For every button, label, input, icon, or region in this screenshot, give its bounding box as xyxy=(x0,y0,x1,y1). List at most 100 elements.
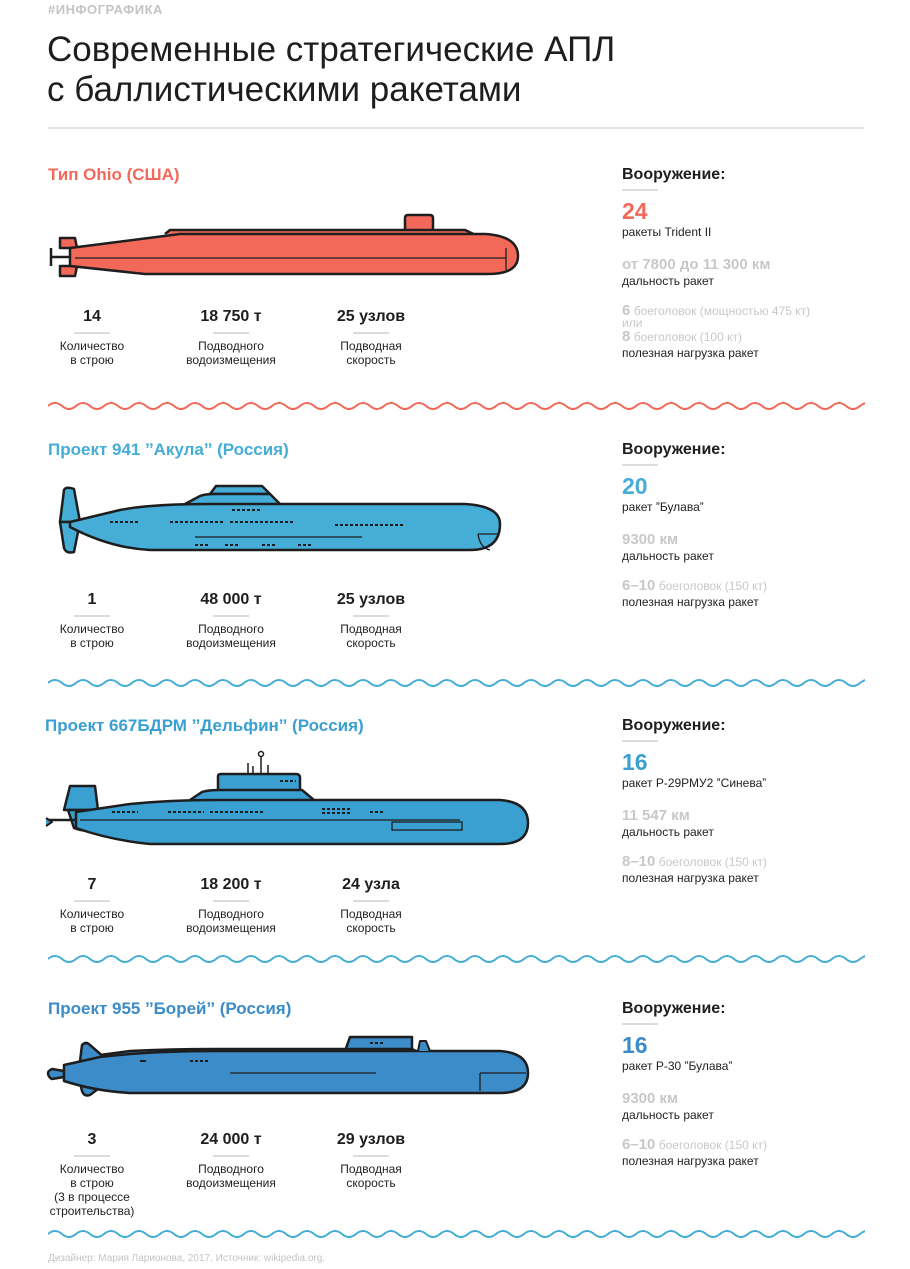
stat-displacement: 18 750 т Подводного водоизмещения xyxy=(171,307,291,367)
warheads: 6–10 боеголовок (150 кт) xyxy=(622,577,862,594)
stat-divider xyxy=(213,900,249,902)
armament-panel: Вооружение: 16 ракет Р-29РМУ2 ˮСиневаˮ 1… xyxy=(622,716,862,886)
stat-in-service: 7 Количество в строю xyxy=(32,875,152,935)
credit-line: Дизайнер: Мария Ларионова, 2017. Источни… xyxy=(48,1253,326,1264)
armament-panel: Вооружение: 20 ракет ˮБулаваˮ 9300 км да… xyxy=(622,440,862,610)
stat-in-service: 14 Количество в строю xyxy=(32,307,152,367)
title-line-1: Современные стратегические АПЛ xyxy=(47,30,616,69)
stat-divider xyxy=(353,900,389,902)
armament-divider xyxy=(622,740,658,742)
submarine-name: Проект 667БДРМ ˮДельфинˮ (Россия) xyxy=(45,716,364,735)
stat-label: Подводного водоизмещения xyxy=(186,339,276,367)
warheads-text: боеголовок (150 кт) xyxy=(658,1138,767,1152)
missile-range: 9300 км xyxy=(622,531,679,548)
stat-divider xyxy=(353,332,389,334)
stat-displacement: 48 000 т Подводного водоизмещения xyxy=(171,590,291,650)
payload-label: полезная нагрузка ракет xyxy=(622,595,759,609)
page-title: Современные стратегические АПЛ с баллист… xyxy=(47,30,615,110)
warheads-number: 6 xyxy=(622,302,631,319)
akula-submarine-icon xyxy=(58,484,502,554)
stat-value: 1 xyxy=(87,591,97,608)
wave-divider xyxy=(48,402,865,410)
armament-panel: Вооружение: 24 ракеты Trident II от 7800… xyxy=(622,165,862,361)
missile-count: 16 xyxy=(622,1032,648,1058)
stat-speed: 25 узлов Подводная скорость xyxy=(311,307,431,367)
armament-divider xyxy=(622,189,658,191)
armament-divider xyxy=(622,464,658,466)
stat-divider xyxy=(353,1155,389,1157)
warheads-text: боеголовок (150 кт) xyxy=(658,579,767,593)
stat-value: 3 xyxy=(87,1131,97,1148)
warheads: 6–10 боеголовок (150 кт) xyxy=(622,1136,862,1153)
stat-in-service: 1 Количество в строю xyxy=(32,590,152,650)
stat-value: 14 xyxy=(83,308,101,325)
infographic-tag: #ИНФОГРАФИКА xyxy=(48,2,163,17)
stat-label: Количество в строю xyxy=(59,622,125,650)
armament-title: Вооружение: xyxy=(622,717,726,734)
wave-divider xyxy=(48,955,865,963)
armament-divider xyxy=(622,1023,658,1025)
wave-line xyxy=(48,955,865,963)
missile-type: ракет ˮБулаваˮ xyxy=(622,500,704,514)
stat-label: Подводная скорость xyxy=(340,339,402,367)
stat-label: Подводного водоизмещения xyxy=(186,907,276,935)
missile-range: 11 547 км xyxy=(622,807,690,824)
armament-title: Вооружение: xyxy=(622,166,726,183)
stat-value: 18 750 т xyxy=(200,308,262,325)
warheads-number: 6–10 xyxy=(622,577,656,594)
stat-divider xyxy=(353,615,389,617)
armament-title: Вооружение: xyxy=(622,1000,726,1017)
submarine-name: Проект 955 ˮБорейˮ (Россия) xyxy=(48,999,292,1018)
missile-count: 20 xyxy=(622,473,648,499)
stat-value: 7 xyxy=(87,876,97,893)
warheads-text-alt: боеголовок (100 кт) xyxy=(633,330,742,344)
stat-speed: 29 узлов Подводная скорость xyxy=(311,1130,431,1190)
range-label: дальность ракет xyxy=(622,825,714,839)
payload-label: полезная нагрузка ракет xyxy=(622,1154,759,1168)
warheads-number-alt: 8 xyxy=(622,328,631,345)
stat-divider xyxy=(213,1155,249,1157)
warheads-or: или xyxy=(622,316,643,330)
stat-displacement: 24 000 т Подводного водоизмещения xyxy=(171,1130,291,1190)
stat-label: Подводная скорость xyxy=(340,907,402,935)
warheads-alt: 8 боеголовок (100 кт) xyxy=(622,328,862,345)
stat-value: 48 000 т xyxy=(200,591,262,608)
missile-type: ракет Р-29РМУ2 ˮСиневаˮ xyxy=(622,776,767,790)
wave-divider xyxy=(48,1230,865,1238)
stat-label: Количество в строю (3 в процессе строите… xyxy=(49,1162,135,1218)
stat-in-service: 3 Количество в строю (3 в процессе строи… xyxy=(32,1130,152,1218)
missile-type: ракет Р-30 ˮБулаваˮ xyxy=(622,1059,733,1073)
missile-count: 24 xyxy=(622,198,648,224)
payload-label: полезная нагрузка ракет xyxy=(622,346,759,360)
stat-value: 29 узлов xyxy=(336,1131,406,1148)
armament-panel: Вооружение: 16 ракет Р-30 ˮБулаваˮ 9300 … xyxy=(622,999,862,1169)
submarine-name: Тип Ohio (США) xyxy=(48,165,180,184)
submarine-name: Проект 941 ˮАкулаˮ (Россия) xyxy=(48,440,289,459)
wave-line xyxy=(48,679,865,687)
title-line-2: с баллистическими ракетами xyxy=(47,70,522,109)
stat-label: Подводного водоизмещения xyxy=(186,622,276,650)
borei-submarine-icon xyxy=(46,1035,530,1097)
stat-divider xyxy=(213,615,249,617)
stat-displacement: 18 200 т Подводного водоизмещения xyxy=(171,875,291,935)
stat-value: 25 узлов xyxy=(336,591,406,608)
stat-divider xyxy=(74,900,110,902)
warheads: 8–10 боеголовок (150 кт) xyxy=(622,854,862,869)
missile-range: 9300 км xyxy=(622,1090,679,1107)
armament-title: Вооружение: xyxy=(622,441,726,458)
wave-divider xyxy=(48,679,865,687)
warheads-number: 6–10 xyxy=(622,1136,656,1153)
missile-count: 16 xyxy=(622,749,648,775)
ohio-submarine-icon xyxy=(49,213,520,278)
stat-label: Количество в строю xyxy=(59,339,125,367)
wave-line xyxy=(48,1230,865,1238)
stat-label: Подводная скорость xyxy=(340,622,402,650)
stat-divider xyxy=(74,1155,110,1157)
payload-label: полезная нагрузка ракет xyxy=(622,871,759,885)
warheads-text: боеголовок (мощностью 475 кт) xyxy=(633,304,811,318)
stat-value: 25 узлов xyxy=(336,308,406,325)
warheads: 6 боеголовок (мощностью 475 кт) xyxy=(622,302,862,319)
missile-range: от 7800 до 11 300 км xyxy=(622,256,771,273)
stat-speed: 24 узла Подводная скорость xyxy=(311,875,431,935)
wave-line xyxy=(48,402,865,410)
